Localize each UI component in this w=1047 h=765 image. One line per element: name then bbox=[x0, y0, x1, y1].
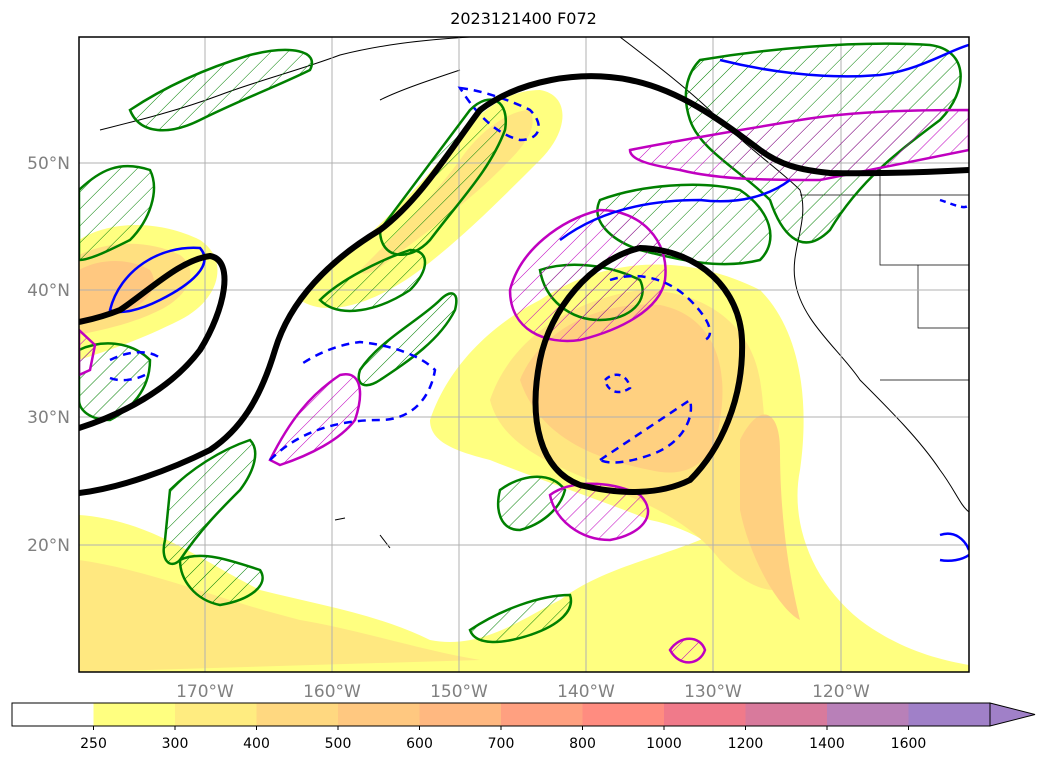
lon-label: 160°W bbox=[303, 682, 361, 702]
fill-level-3 bbox=[520, 304, 723, 473]
colorbar-tick-label: 400 bbox=[243, 736, 270, 752]
lat-label: 30°N bbox=[27, 408, 70, 428]
thick-contour-ridge bbox=[79, 73, 969, 496]
colorbar-segment bbox=[419, 703, 502, 726]
hawaii bbox=[334, 517, 391, 549]
map-title: 2023121400 F072 bbox=[450, 9, 597, 28]
colorbar-segment bbox=[745, 703, 828, 726]
state-borders bbox=[800, 175, 969, 381]
colorbar-tick-label: 1200 bbox=[728, 736, 764, 752]
colorbar-segment bbox=[501, 703, 583, 726]
colorbar-segment bbox=[827, 703, 909, 726]
colorbar-segment bbox=[93, 703, 176, 726]
thick-contour-west bbox=[79, 252, 228, 431]
thick-contour-cutoff-low bbox=[532, 244, 746, 495]
lon-label: 140°W bbox=[557, 682, 615, 702]
map-frame bbox=[78, 36, 970, 673]
colorbar-segment bbox=[175, 703, 257, 726]
lon-label: 120°W bbox=[812, 682, 870, 702]
colorbar-tick-label: 1000 bbox=[646, 736, 682, 752]
colorbar-tick-label: 700 bbox=[488, 736, 515, 752]
lat-label: 40°N bbox=[27, 281, 70, 301]
lat-label: 20°N bbox=[27, 536, 70, 556]
lon-label: 170°W bbox=[176, 682, 234, 702]
longitude-labels: 170°W 160°W 150°W 140°W 130°W 120°W bbox=[176, 682, 870, 702]
colorbar-tick-label: 500 bbox=[325, 736, 352, 752]
colorbar-segment bbox=[256, 703, 339, 726]
colorbar-segment bbox=[664, 703, 746, 726]
latitude-labels: 50°N 40°N 30°N 20°N bbox=[27, 154, 70, 556]
colorbar-segment bbox=[908, 703, 991, 726]
lon-label: 150°W bbox=[430, 682, 488, 702]
colorbar-tick-label: 600 bbox=[406, 736, 433, 752]
blue-contours bbox=[108, 43, 969, 563]
colorbar-segment bbox=[338, 703, 420, 726]
colorbar-tick-label: 800 bbox=[569, 736, 596, 752]
fill-level-3 bbox=[740, 414, 800, 620]
map-panel bbox=[79, 37, 969, 672]
colorbar-tick-label: 250 bbox=[80, 736, 107, 752]
colorbar-tick-label: 1600 bbox=[891, 736, 927, 752]
colorbar-tick-label: 300 bbox=[162, 736, 189, 752]
lon-label: 130°W bbox=[684, 682, 742, 702]
colorbar-tick-label: 1400 bbox=[809, 736, 845, 752]
colorbar-segment bbox=[582, 703, 665, 726]
fill-level-2 bbox=[79, 560, 480, 672]
colorbar-extend-arrow bbox=[989, 702, 1036, 727]
lat-label: 50°N bbox=[27, 154, 70, 174]
thick-contours bbox=[79, 73, 969, 496]
colorbar: 250 300 400 500 600 700 800 1000 1200 1400 1600 bbox=[11, 702, 1036, 752]
colorbar-segment bbox=[12, 703, 94, 726]
